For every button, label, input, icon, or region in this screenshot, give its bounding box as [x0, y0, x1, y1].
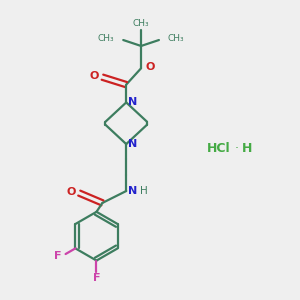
Text: H: H: [140, 186, 147, 196]
Text: CH₃: CH₃: [133, 19, 149, 28]
Text: N: N: [128, 98, 137, 107]
Text: CH₃: CH₃: [98, 34, 114, 43]
Text: CH₃: CH₃: [168, 34, 184, 43]
Text: O: O: [146, 62, 155, 72]
Text: F: F: [54, 250, 62, 260]
Text: N: N: [128, 186, 137, 196]
Text: N: N: [128, 139, 137, 149]
Text: F: F: [93, 273, 100, 284]
Text: H: H: [242, 142, 252, 155]
Text: ·: ·: [235, 142, 239, 155]
Text: HCl: HCl: [206, 142, 230, 155]
Text: O: O: [66, 187, 76, 196]
Text: O: O: [89, 71, 99, 81]
